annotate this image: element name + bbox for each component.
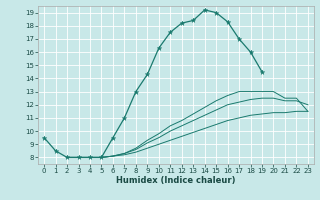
X-axis label: Humidex (Indice chaleur): Humidex (Indice chaleur): [116, 176, 236, 185]
